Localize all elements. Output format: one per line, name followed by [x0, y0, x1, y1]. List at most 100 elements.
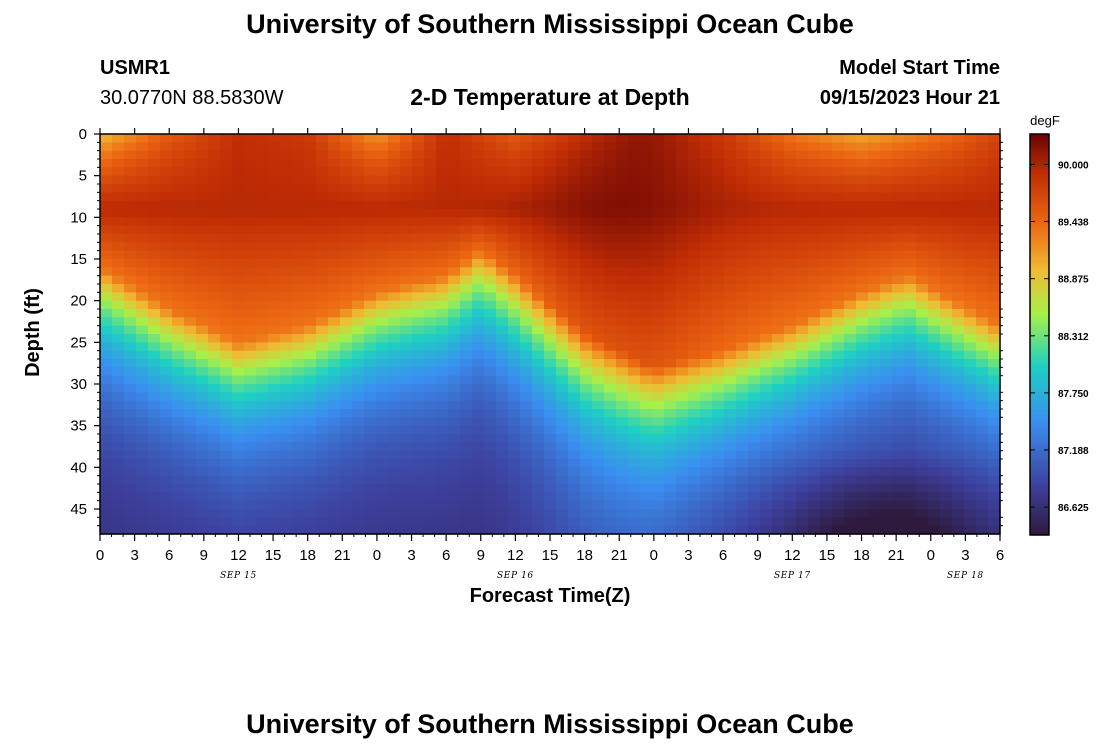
- heatmap-cell: [964, 217, 977, 227]
- heatmap-cell: [844, 192, 857, 202]
- heatmap-cell: [652, 200, 665, 210]
- heatmap-cell: [700, 450, 713, 460]
- heatmap-cell: [868, 492, 881, 502]
- heatmap-cell: [712, 200, 725, 210]
- heatmap-cell: [880, 292, 893, 302]
- heatmap-cell: [436, 134, 449, 143]
- heatmap-cell: [280, 517, 293, 527]
- heatmap-cell: [376, 384, 389, 393]
- heatmap-cell: [496, 409, 509, 418]
- heatmap-cell: [784, 275, 797, 285]
- heatmap-cell: [220, 217, 233, 227]
- heatmap-cell: [376, 134, 389, 143]
- heatmap-cell: [892, 234, 905, 243]
- heatmap-cell: [640, 175, 653, 185]
- heatmap-cell: [340, 309, 353, 318]
- x-tick-label: 12: [507, 547, 524, 564]
- heatmap-cell: [340, 325, 353, 335]
- heatmap-cell: [292, 417, 305, 427]
- heatmap-cell: [664, 134, 677, 143]
- heatmap-cell: [712, 442, 725, 452]
- heatmap-cell: [772, 192, 785, 202]
- heatmap-cell: [172, 150, 185, 160]
- heatmap-cell: [808, 517, 821, 527]
- heatmap-cell: [100, 175, 113, 185]
- heatmap-cell: [400, 500, 413, 510]
- heatmap-cell: [892, 200, 905, 210]
- heatmap-cell: [484, 242, 497, 252]
- heatmap-cell: [460, 359, 473, 368]
- heatmap-cell: [868, 325, 881, 335]
- heatmap-cell: [856, 442, 869, 452]
- heatmap-cell: [424, 134, 437, 143]
- heatmap-cell: [472, 517, 485, 527]
- heatmap-cell: [448, 484, 461, 493]
- heatmap-cell: [292, 350, 305, 360]
- heatmap-cell: [520, 309, 533, 318]
- heatmap-cell: [148, 350, 161, 360]
- heatmap-cell: [292, 209, 305, 218]
- heatmap-cell: [172, 175, 185, 185]
- heatmap-cell: [520, 467, 533, 477]
- heatmap-cell: [232, 175, 245, 185]
- heatmap-cell: [496, 450, 509, 460]
- heatmap-cell: [124, 434, 137, 443]
- heatmap-cell: [712, 334, 725, 343]
- heatmap-cell: [160, 492, 173, 502]
- heatmap-cell: [400, 192, 413, 202]
- heatmap-cell: [604, 442, 617, 452]
- heatmap-cell: [520, 275, 533, 285]
- heatmap-cell: [352, 359, 365, 368]
- heatmap-cell: [184, 317, 197, 327]
- heatmap-cell: [772, 392, 785, 402]
- heatmap-cell: [928, 242, 941, 252]
- heatmap-cell: [148, 175, 161, 185]
- heatmap-cell: [244, 500, 257, 510]
- heatmap-cell: [448, 275, 461, 285]
- heatmap-cell: [472, 500, 485, 510]
- heatmap-cell: [424, 334, 437, 343]
- heatmap-cell: [268, 275, 281, 285]
- heatmap-cell: [352, 484, 365, 493]
- heatmap-cell: [508, 334, 521, 343]
- heatmap-cell: [904, 184, 917, 193]
- heatmap-cell: [928, 492, 941, 502]
- heatmap-cell: [736, 367, 749, 377]
- heatmap-cell: [328, 450, 341, 460]
- heatmap-cell: [316, 500, 329, 510]
- heatmap-cell: [676, 350, 689, 360]
- heatmap-cell: [844, 167, 857, 177]
- heatmap-cell: [844, 209, 857, 218]
- heatmap-cell: [496, 334, 509, 343]
- heatmap-cell: [256, 300, 269, 310]
- heatmap-cell: [196, 309, 209, 318]
- heatmap-cell: [304, 259, 317, 268]
- heatmap-cell: [388, 234, 401, 243]
- heatmap-cell: [352, 159, 365, 168]
- heatmap-cell: [988, 242, 1001, 252]
- heatmap-cell: [628, 392, 641, 402]
- heatmap-cell: [820, 342, 833, 352]
- heatmap-cell: [460, 167, 473, 177]
- heatmap-cell: [520, 167, 533, 177]
- heatmap-cell: [556, 434, 569, 443]
- heatmap-cell: [100, 509, 113, 518]
- heatmap-cell: [148, 517, 161, 527]
- heatmap-cell: [640, 192, 653, 202]
- heatmap-cell: [160, 350, 173, 360]
- heatmap-cell: [196, 459, 209, 468]
- heatmap-cell: [880, 275, 893, 285]
- heatmap-cell: [352, 409, 365, 418]
- heatmap-cell: [808, 334, 821, 343]
- heatmap-cell: [148, 459, 161, 468]
- heatmap-cell: [760, 175, 773, 185]
- heatmap-cell: [832, 217, 845, 227]
- heatmap-cell: [784, 342, 797, 352]
- heatmap-cell: [604, 450, 617, 460]
- heatmap-cell: [460, 434, 473, 443]
- heatmap-cell: [460, 459, 473, 468]
- heatmap-cell: [472, 175, 485, 185]
- heatmap-cell: [760, 292, 773, 302]
- heatmap-cell: [448, 434, 461, 443]
- heatmap-cell: [268, 175, 281, 185]
